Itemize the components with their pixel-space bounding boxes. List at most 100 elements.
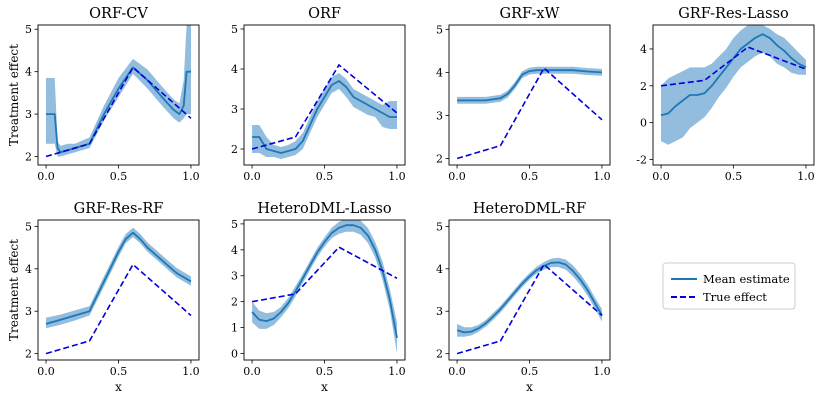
x-tick-label: 1.0 [388, 365, 406, 378]
y-tick-label: 2 [25, 348, 32, 361]
panel-7: 0.0 0.5 1.0 2 3 4 5 HeteroDML-RF x [436, 201, 611, 394]
x-tick-label: 0.5 [316, 365, 334, 378]
y-tick-label: 5 [25, 23, 32, 36]
x-tick-label: 1.0 [593, 365, 611, 378]
true-effect-line [45, 263, 192, 355]
confidence-band [46, 25, 191, 157]
y-tick-label: 0 [640, 117, 647, 130]
x-tick-label: 0.5 [110, 365, 128, 378]
y-tick-label: 4 [436, 66, 443, 79]
x-tick-label: 0.5 [725, 170, 743, 183]
y-tick-label: 5 [231, 23, 238, 36]
y-tick-label: 3 [436, 305, 443, 318]
plot-area [660, 25, 807, 145]
plot-area [456, 257, 603, 355]
y-tick-label: 1 [231, 322, 238, 335]
panel-1: 0.0 0.5 1.0 2 3 4 5 ORF-CV Treatment effect [7, 6, 200, 183]
x-tick-label: 0.5 [316, 170, 334, 183]
y-tick-label: 2 [231, 296, 238, 309]
true-effect-line [251, 63, 398, 150]
plot-area [456, 66, 603, 160]
y-tick-label: 2 [25, 151, 32, 164]
panel-4: 0.0 0.5 1.0 -2 0 2 4 GRF-Res-Lasso [636, 6, 814, 183]
x-axis-label: x [115, 380, 122, 394]
y-tick-label: 3 [25, 108, 32, 121]
y-tick-label: 0 [231, 348, 238, 361]
x-tick-label: 1.0 [182, 170, 200, 183]
y-tick-label: 5 [231, 218, 238, 231]
y-tick-label: 5 [436, 220, 443, 233]
x-tick-label: 1.0 [182, 365, 200, 378]
confidence-band [252, 220, 397, 354]
y-tick-label: 3 [436, 109, 443, 122]
y-tick-label: 2 [436, 348, 443, 361]
y-tick-label: 5 [436, 23, 443, 36]
panel-5: 0.0 0.5 1.0 2 3 4 5 GRF-Res-RF x Treatment effect [7, 201, 200, 394]
true-effect-line [456, 66, 603, 160]
confidence-band [252, 73, 397, 159]
x-tick-label: 0.0 [243, 170, 261, 183]
panel-title: HeteroDML-RF [473, 201, 586, 217]
y-tick-label: 4 [25, 66, 32, 79]
y-axis-label: Treatment effect [7, 239, 21, 341]
y-tick-label: 4 [436, 263, 443, 276]
mean-estimate-line [45, 231, 192, 325]
mean-estimate-line [252, 80, 397, 154]
x-tick-label: 0.0 [652, 170, 670, 183]
y-tick-label: 5 [25, 220, 32, 233]
legend-mean-label: Mean estimate [703, 272, 790, 286]
true-effect-line [660, 46, 807, 87]
panel-title: GRF-xW [500, 6, 560, 22]
x-tick-label: 1.0 [593, 170, 611, 183]
panel-2: 0.0 0.5 1.0 2 3 4 5 ORF [231, 6, 406, 183]
x-tick-label: 0.0 [448, 365, 466, 378]
y-tick-label: 4 [640, 43, 647, 56]
mean-estimate-line [660, 33, 807, 117]
true-effect-line [45, 66, 192, 158]
y-tick-label: 3 [231, 103, 238, 116]
confidence-band [661, 25, 806, 145]
y-tick-label: 3 [231, 270, 238, 283]
panel-title: HeteroDML-Lasso [257, 201, 391, 217]
panel-title: GRF-Res-Lasso [678, 6, 789, 22]
x-tick-label: 0.0 [37, 365, 55, 378]
y-tick-label: 3 [25, 305, 32, 318]
legend-frame [662, 262, 796, 310]
plot-area [251, 63, 398, 159]
true-effect-line [456, 263, 603, 355]
x-tick-label: 0.5 [521, 170, 539, 183]
mean-estimate-line [456, 261, 603, 334]
mean-estimate-line [457, 69, 603, 102]
x-tick-label: 1.0 [797, 170, 815, 183]
panel-title: ORF [308, 6, 341, 22]
legend-true-label: True effect [703, 290, 767, 304]
x-tick-label: 0.5 [110, 170, 128, 183]
y-tick-label: 4 [231, 244, 238, 257]
x-tick-label: 0.0 [448, 170, 466, 183]
y-tick-label: 2 [640, 80, 647, 93]
confidence-band [457, 66, 602, 104]
plot-area [45, 25, 192, 158]
x-tick-label: 0.0 [37, 170, 55, 183]
mean-estimate-line [251, 224, 398, 339]
y-tick-label: 2 [436, 153, 443, 166]
true-effect-line [251, 246, 398, 303]
y-tick-label: 4 [25, 263, 32, 276]
panel-title: ORF-CV [89, 6, 148, 22]
x-axis-label: x [526, 380, 533, 394]
panel-title: GRF-Res-RF [74, 201, 164, 217]
legend: Mean estimate True effect [662, 262, 796, 310]
mean-estimate-line [46, 66, 191, 154]
confidence-band [46, 227, 191, 329]
x-tick-label: 0.0 [243, 365, 261, 378]
y-tick-label: 2 [231, 143, 238, 156]
x-tick-label: 1.0 [388, 170, 406, 183]
y-tick-label: -2 [636, 153, 647, 166]
panel-6: 0.0 0.5 1.0 0 1 2 3 4 5 HeteroDML-Lasso x [231, 201, 406, 394]
y-tick-label: 4 [231, 63, 238, 76]
x-axis-label: x [321, 380, 328, 394]
panel-3: 0.0 0.5 1.0 2 3 4 5 GRF-xW [436, 6, 611, 183]
x-tick-label: 0.5 [521, 365, 539, 378]
